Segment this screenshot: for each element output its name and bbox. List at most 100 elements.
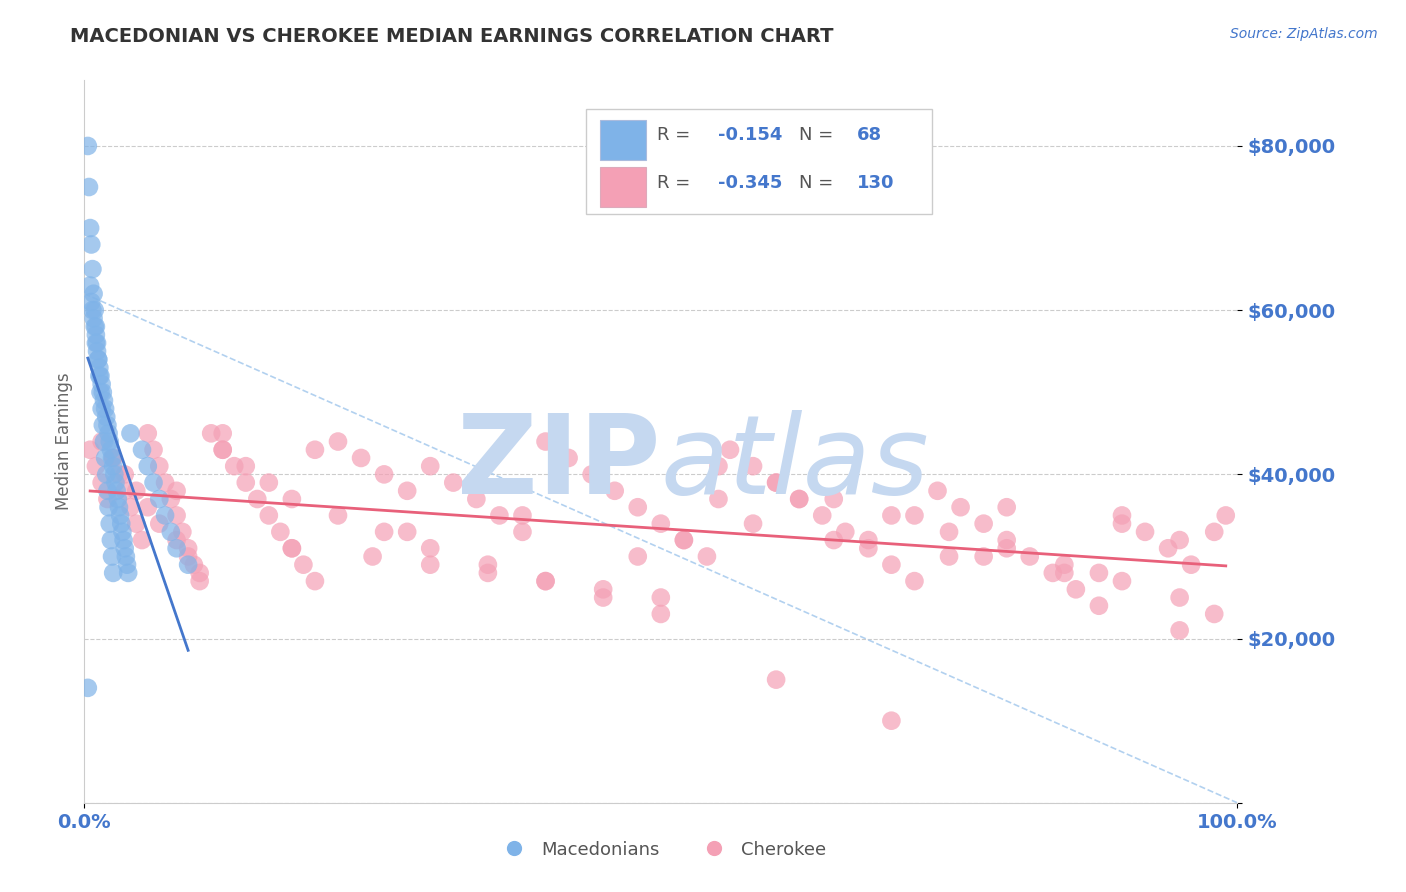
Point [257, 508, 280, 523]
Point [97, 500, 120, 515]
Text: -0.345: -0.345 [718, 174, 783, 192]
Point [465, 491, 488, 506]
Point [111, 524, 134, 539]
Point [183, 558, 205, 572]
Point [82, 303, 104, 318]
Point [973, 549, 995, 564]
Point [1168, 624, 1191, 638]
Point [94, 401, 117, 416]
Point [96, 467, 118, 482]
Point [76, 139, 98, 153]
Point [477, 558, 499, 572]
Point [326, 434, 349, 449]
Point [304, 442, 326, 457]
Point [89, 368, 111, 383]
Text: MACEDONIAN VS CHEROKEE MEDIAN EARNINGS CORRELATION CHART: MACEDONIAN VS CHEROKEE MEDIAN EARNINGS C… [70, 27, 834, 45]
Point [166, 533, 188, 547]
Point [1053, 566, 1076, 580]
Point [742, 516, 765, 531]
Point [1111, 574, 1133, 588]
Point [823, 491, 845, 506]
Point [787, 491, 810, 506]
Text: N =: N = [799, 174, 839, 192]
Point [834, 524, 856, 539]
Point [84, 336, 107, 351]
Point [104, 475, 127, 490]
Point [79, 442, 101, 457]
Point [114, 541, 136, 556]
Point [97, 426, 120, 441]
Point [91, 418, 114, 433]
Point [938, 524, 960, 539]
Point [177, 541, 200, 556]
Point [200, 426, 222, 441]
Point [112, 533, 135, 547]
Point [87, 352, 110, 367]
Point [1180, 558, 1202, 572]
Point [136, 426, 159, 441]
Point [1215, 508, 1237, 523]
Point [166, 508, 188, 523]
Point [142, 442, 165, 457]
Point [787, 491, 810, 506]
Point [592, 591, 614, 605]
Point [108, 500, 131, 515]
Point [361, 549, 384, 564]
Point [96, 409, 118, 424]
Point [148, 516, 170, 531]
Point [110, 516, 132, 531]
Point [235, 475, 257, 490]
Point [627, 549, 650, 564]
Point [1204, 607, 1226, 621]
Point [995, 500, 1018, 515]
Point [512, 508, 534, 523]
Point [96, 418, 118, 433]
Legend: Macedonians, Cherokee: Macedonians, Cherokee [489, 834, 832, 866]
Point [696, 549, 718, 564]
Text: R =: R = [658, 174, 696, 192]
Text: R =: R = [658, 126, 696, 144]
Point [96, 491, 118, 506]
Point [627, 500, 650, 515]
Point [115, 549, 138, 564]
Point [488, 508, 510, 523]
Point [281, 541, 304, 556]
Point [188, 574, 211, 588]
Y-axis label: Median Earnings: Median Earnings [55, 373, 73, 510]
Point [419, 558, 441, 572]
Point [211, 442, 233, 457]
Point [823, 533, 845, 547]
Point [246, 491, 269, 506]
Point [1088, 566, 1111, 580]
Point [160, 491, 183, 506]
Point [125, 516, 148, 531]
Point [89, 360, 111, 375]
Point [1088, 599, 1111, 613]
Point [79, 278, 101, 293]
Point [105, 483, 128, 498]
Point [103, 566, 124, 580]
Point [224, 459, 246, 474]
Point [120, 500, 142, 515]
Point [101, 549, 124, 564]
Point [117, 566, 139, 580]
Text: 130: 130 [856, 174, 894, 192]
Point [534, 574, 557, 588]
Point [1168, 591, 1191, 605]
Point [973, 516, 995, 531]
Point [100, 533, 122, 547]
Point [1168, 533, 1191, 547]
Point [89, 385, 111, 400]
Point [1157, 541, 1180, 556]
Point [142, 475, 165, 490]
Point [1042, 566, 1064, 580]
Point [373, 467, 395, 482]
FancyBboxPatch shape [586, 109, 932, 214]
Point [235, 459, 257, 474]
Text: ZIP: ZIP [457, 409, 661, 516]
Point [83, 303, 105, 318]
Point [136, 500, 159, 515]
Point [650, 607, 672, 621]
FancyBboxPatch shape [600, 120, 645, 160]
Point [80, 295, 103, 310]
